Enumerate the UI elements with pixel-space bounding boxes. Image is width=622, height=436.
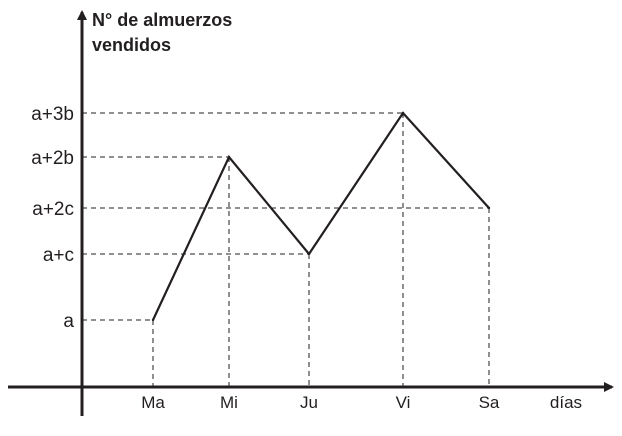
y-tick-label: a+2b bbox=[31, 148, 74, 169]
y-axis-title-line-1: N° de almuerzos bbox=[92, 10, 232, 30]
y-tick-label: a+3b bbox=[31, 104, 74, 125]
data-point bbox=[401, 111, 405, 115]
y-tick-label: a+2c bbox=[32, 199, 74, 220]
x-tick-label: Ma bbox=[141, 393, 165, 412]
x-tick-label: Ju bbox=[300, 393, 318, 412]
x-axis-title: días bbox=[550, 393, 582, 412]
x-tick-label: Sa bbox=[479, 393, 500, 412]
x-tick-label: Mi bbox=[220, 393, 238, 412]
y-tick-label: a bbox=[63, 311, 74, 332]
y-axis-title-line-2: vendidos bbox=[92, 35, 171, 55]
y-tick-label: a+c bbox=[43, 245, 74, 266]
data-point bbox=[151, 318, 155, 322]
series-line bbox=[152, 111, 490, 321]
data-points bbox=[151, 111, 491, 322]
dashed-guide-lines bbox=[82, 112, 490, 387]
x-tick-label: Vi bbox=[396, 393, 411, 412]
data-point bbox=[487, 206, 491, 210]
data-point bbox=[307, 252, 311, 256]
data-point bbox=[227, 155, 231, 159]
y-tick-labels: a a+c a+2c a+2b a+3b bbox=[31, 104, 74, 332]
x-tick-labels: Ma Mi Ju Vi Sa bbox=[141, 393, 500, 412]
